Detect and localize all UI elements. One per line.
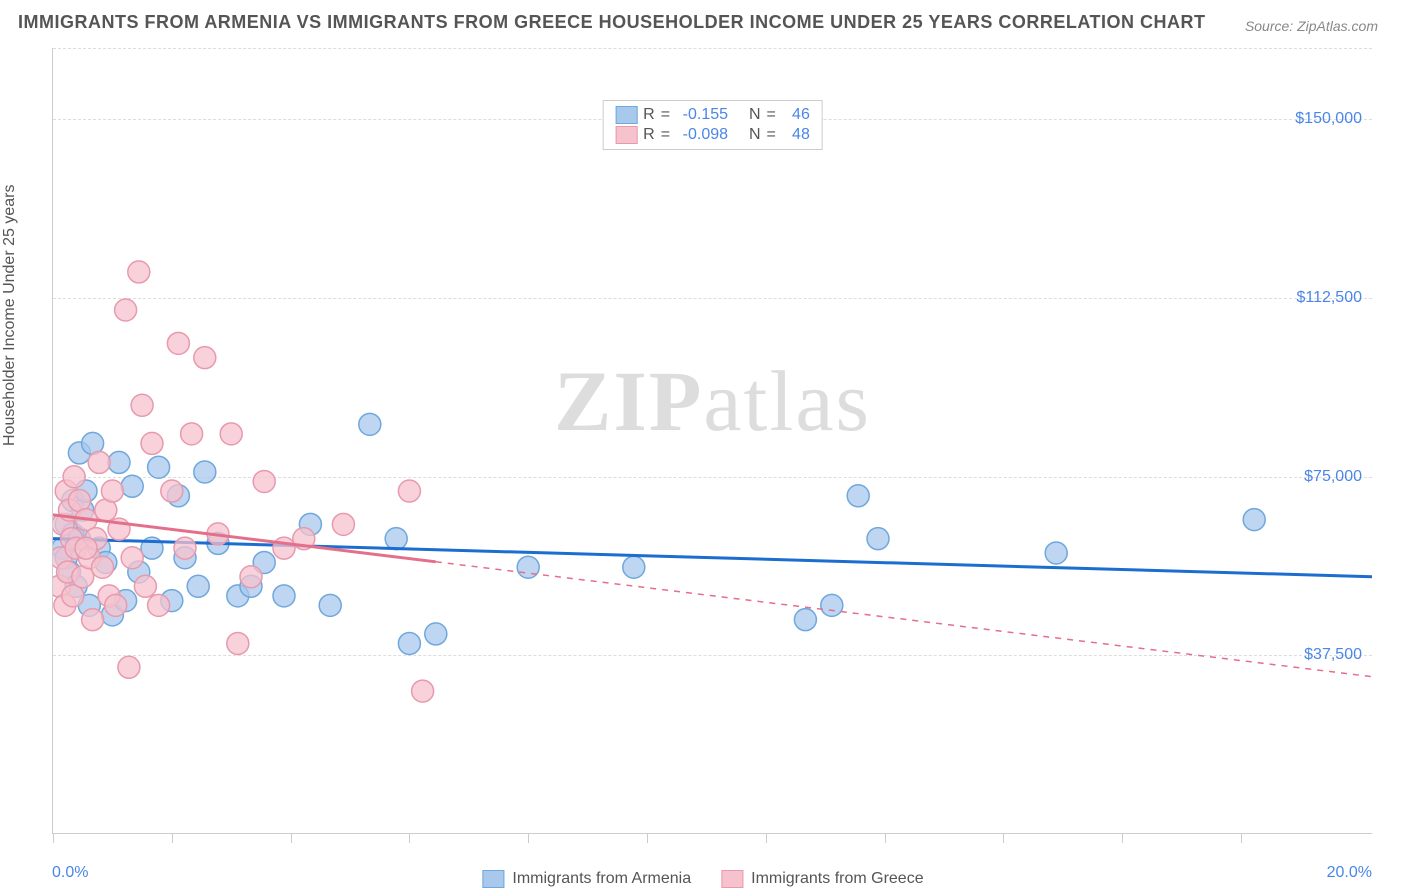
scatter-point xyxy=(273,585,295,607)
scatter-point xyxy=(623,556,645,578)
scatter-point xyxy=(92,556,114,578)
x-tick xyxy=(1241,833,1242,843)
scatter-point xyxy=(88,451,110,473)
scatter-point xyxy=(161,480,183,502)
y-axis-title: Householder Income Under 25 years xyxy=(1,185,19,446)
r-label: R xyxy=(643,126,655,144)
source-label: Source: ZipAtlas.com xyxy=(1245,18,1378,34)
scatter-point xyxy=(121,547,143,569)
r-label: R xyxy=(643,106,655,124)
scatter-point xyxy=(847,485,869,507)
x-tick xyxy=(291,833,292,843)
scatter-point xyxy=(794,609,816,631)
r-value-greece: -0.098 xyxy=(676,126,728,144)
x-tick xyxy=(885,833,886,843)
swatch-greece xyxy=(615,126,637,144)
x-axis-min-label: 0.0% xyxy=(52,864,88,882)
stats-row: R = -0.155 N = 46 xyxy=(615,105,810,125)
scatter-point xyxy=(75,537,97,559)
scatter-point xyxy=(398,480,420,502)
x-tick xyxy=(1122,833,1123,843)
n-label: N xyxy=(749,106,761,124)
eq: = xyxy=(767,106,776,124)
scatter-point xyxy=(517,556,539,578)
eq: = xyxy=(767,126,776,144)
scatter-point xyxy=(101,480,123,502)
scatter-point xyxy=(425,623,447,645)
scatter-point xyxy=(1243,509,1265,531)
scatter-point xyxy=(227,632,249,654)
scatter-point xyxy=(108,451,130,473)
x-tick xyxy=(172,833,173,843)
scatter-point xyxy=(194,461,216,483)
swatch-armenia xyxy=(615,106,637,124)
eq: = xyxy=(661,106,670,124)
n-value-armenia: 46 xyxy=(782,106,810,124)
scatter-point xyxy=(412,680,434,702)
legend-label: Immigrants from Greece xyxy=(751,870,923,888)
scatter-point xyxy=(867,528,889,550)
stats-row: R = -0.098 N = 48 xyxy=(615,125,810,145)
eq: = xyxy=(661,126,670,144)
legend-item-armenia: Immigrants from Armenia xyxy=(482,870,691,888)
scatter-svg xyxy=(53,48,1372,833)
scatter-point xyxy=(385,528,407,550)
scatter-point xyxy=(220,423,242,445)
scatter-point xyxy=(115,299,137,321)
chart-plot-area: ZIPatlas R = -0.155 N = 46 R = -0.098 N … xyxy=(52,48,1372,834)
scatter-point xyxy=(273,537,295,559)
r-value-armenia: -0.155 xyxy=(676,106,728,124)
swatch-greece xyxy=(721,870,743,888)
scatter-point xyxy=(82,609,104,631)
stats-legend-box: R = -0.155 N = 46 R = -0.098 N = 48 xyxy=(602,100,823,150)
scatter-point xyxy=(63,466,85,488)
n-value-greece: 48 xyxy=(782,126,810,144)
scatter-point xyxy=(128,261,150,283)
scatter-point xyxy=(181,423,203,445)
x-tick xyxy=(647,833,648,843)
scatter-point xyxy=(332,513,354,535)
scatter-point xyxy=(319,594,341,616)
scatter-point xyxy=(174,537,196,559)
scatter-point xyxy=(359,413,381,435)
x-tick xyxy=(528,833,529,843)
legend-bottom: Immigrants from Armenia Immigrants from … xyxy=(482,870,923,888)
legend-label: Immigrants from Armenia xyxy=(512,870,691,888)
scatter-point xyxy=(167,332,189,354)
scatter-point xyxy=(240,566,262,588)
x-tick xyxy=(766,833,767,843)
x-tick xyxy=(1003,833,1004,843)
n-label: N xyxy=(749,126,761,144)
scatter-point xyxy=(148,456,170,478)
swatch-armenia xyxy=(482,870,504,888)
scatter-point xyxy=(398,632,420,654)
scatter-point xyxy=(253,470,275,492)
scatter-point xyxy=(187,575,209,597)
scatter-point xyxy=(194,347,216,369)
scatter-point xyxy=(131,394,153,416)
scatter-point xyxy=(148,594,170,616)
x-tick xyxy=(409,833,410,843)
scatter-point xyxy=(1045,542,1067,564)
x-axis-max-label: 20.0% xyxy=(1327,864,1372,882)
x-tick xyxy=(53,833,54,843)
chart-title: IMMIGRANTS FROM ARMENIA VS IMMIGRANTS FR… xyxy=(18,12,1206,33)
scatter-point xyxy=(118,656,140,678)
scatter-point xyxy=(105,594,127,616)
scatter-point xyxy=(134,575,156,597)
regression-line-extrapolated xyxy=(436,562,1372,677)
scatter-point xyxy=(121,475,143,497)
scatter-point xyxy=(141,432,163,454)
legend-item-greece: Immigrants from Greece xyxy=(721,870,923,888)
scatter-point xyxy=(821,594,843,616)
